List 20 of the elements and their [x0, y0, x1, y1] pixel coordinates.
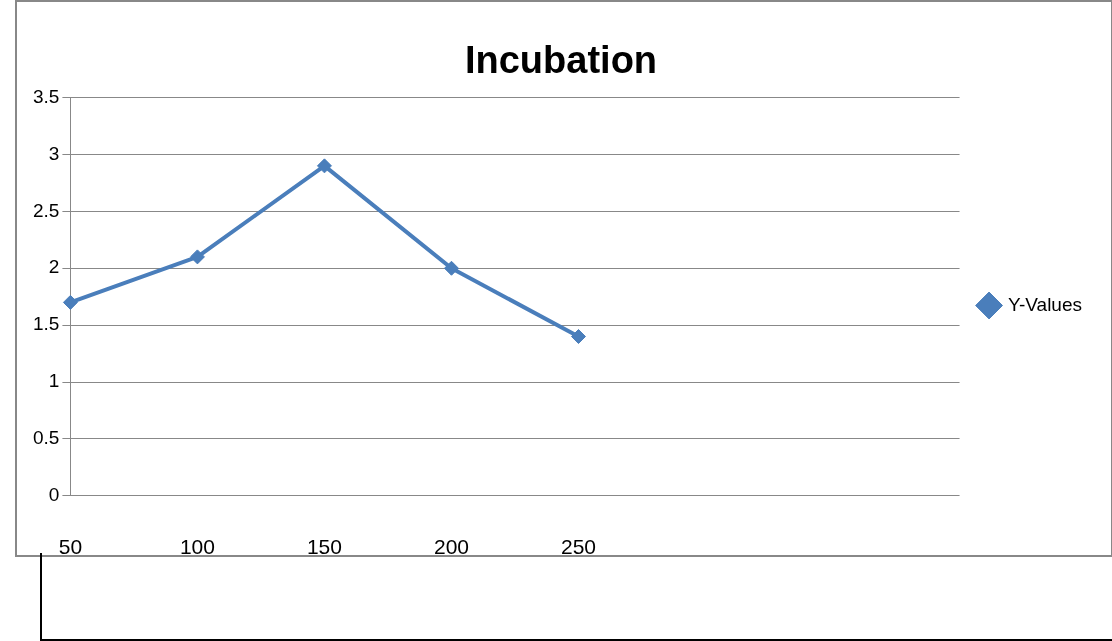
y-tick-label: 1.5: [32, 313, 60, 335]
y-tick-label: 3: [48, 142, 60, 164]
point: [443, 260, 459, 276]
point: [189, 249, 205, 265]
y-tick-label: 2.5: [32, 199, 60, 221]
chart-title: Incubation: [464, 39, 658, 82]
y-tick-label: 2: [48, 256, 60, 278]
y-tick-label: 1: [48, 370, 60, 392]
legend-label: Y-Values: [1008, 293, 1083, 315]
point: [316, 158, 332, 174]
y-tick-label: 0: [48, 484, 60, 506]
x-tick-label: 50: [58, 535, 83, 559]
x-tick-label: 100: [179, 535, 215, 559]
y-tick-label: 0.5: [32, 427, 60, 449]
point: [571, 329, 586, 345]
y-tick-label: 3.5: [32, 85, 60, 107]
x-tick-label: 150: [306, 535, 342, 559]
x-tick-label: 200: [433, 535, 469, 559]
point: [62, 294, 78, 310]
x-tick-label: 250: [560, 535, 597, 559]
